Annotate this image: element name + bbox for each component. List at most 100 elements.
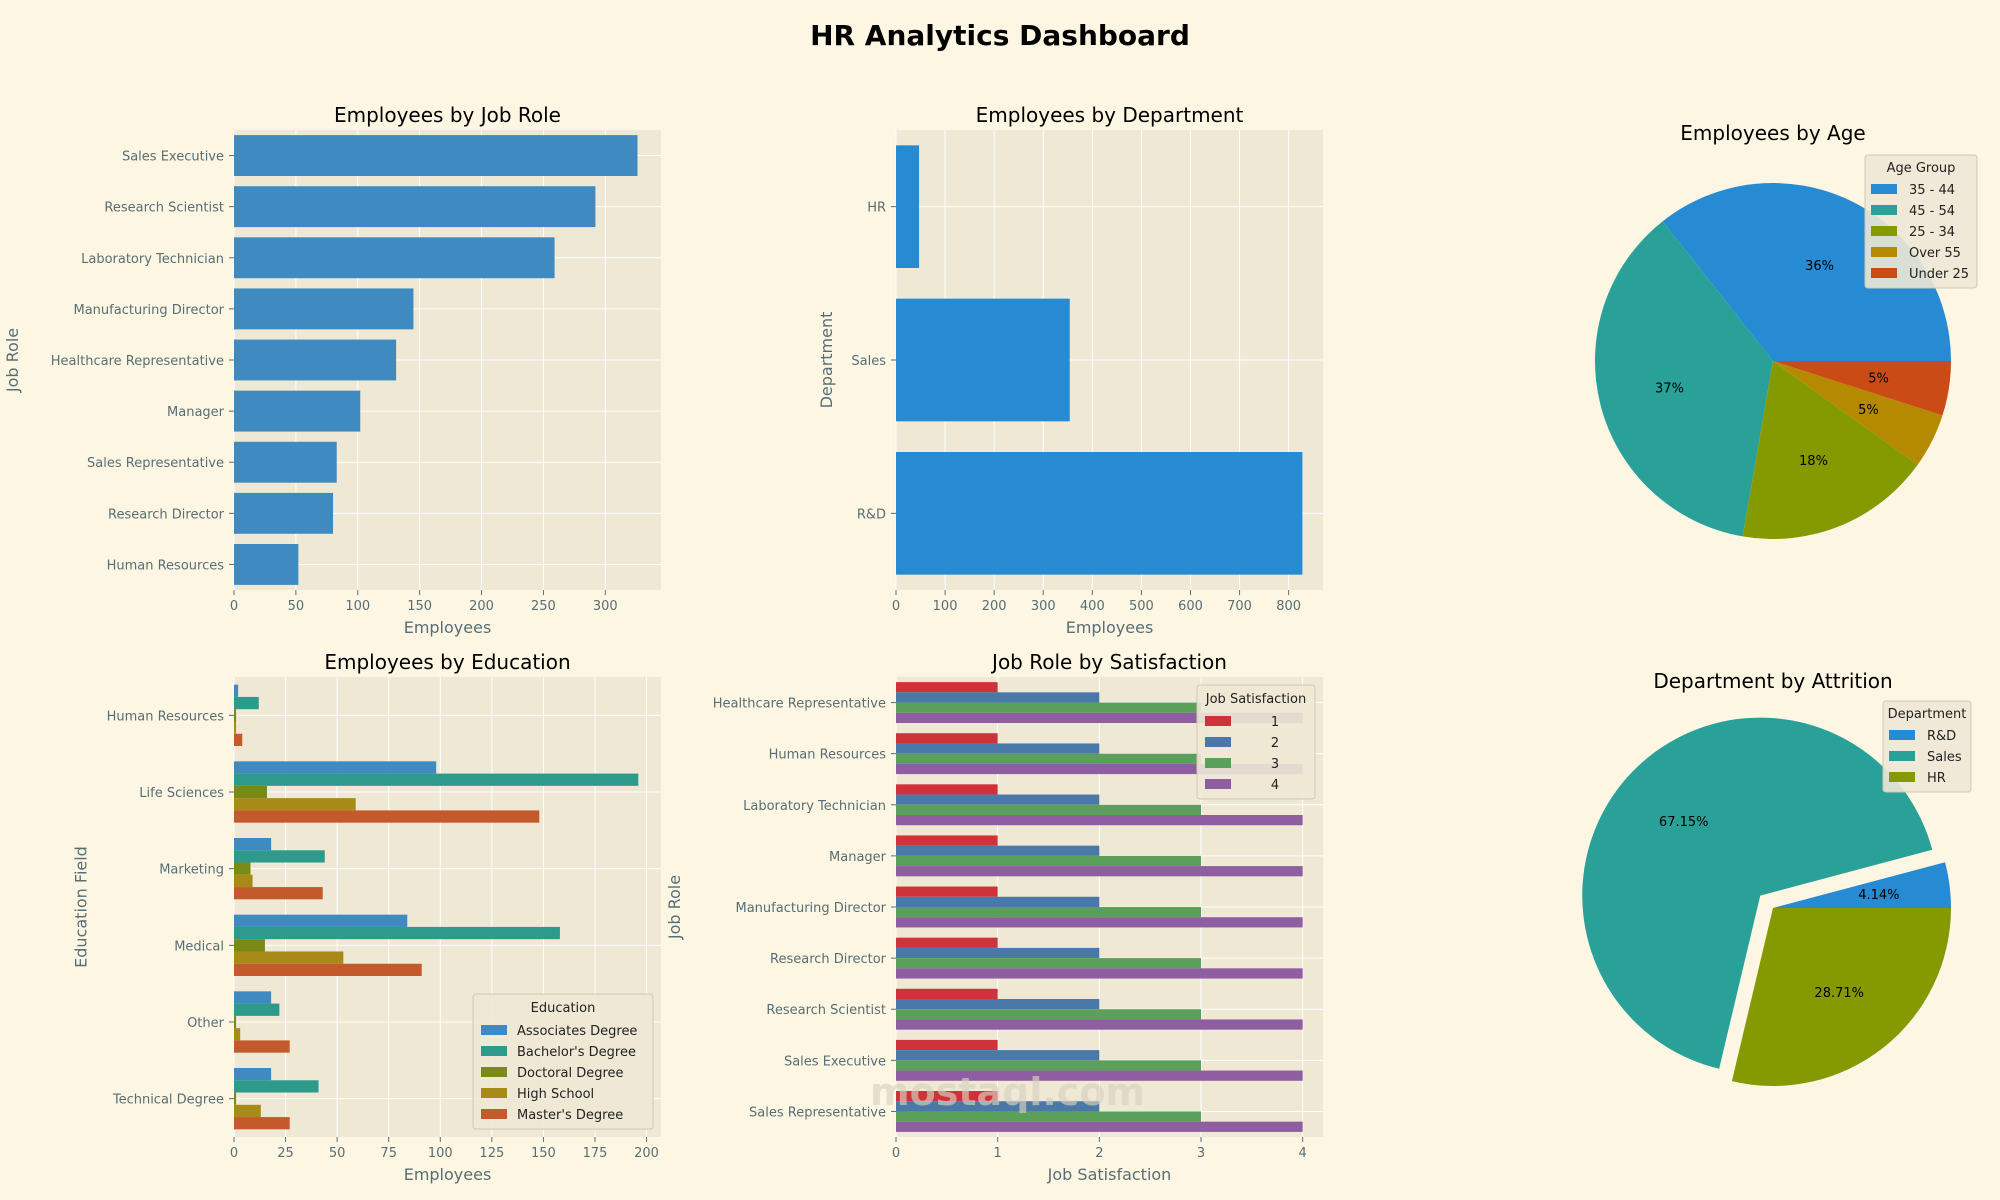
x-tick-label: 100 <box>428 1146 453 1161</box>
bar <box>234 862 251 875</box>
x-tick-label: 400 <box>1080 599 1105 614</box>
y-tick-label: Sales Executive <box>122 150 224 165</box>
x-tick-label: 0 <box>230 1146 238 1161</box>
x-tick-label: 150 <box>531 1146 556 1161</box>
bar <box>234 390 361 432</box>
y-tick-label: Manager <box>829 850 887 865</box>
pie-slice <box>1595 221 1773 537</box>
legend-swatch <box>1205 779 1231 789</box>
bar <box>234 1117 290 1130</box>
y-tick-label: Human Resources <box>107 709 225 724</box>
legend-box <box>1882 700 1972 793</box>
y-tick-label: Sales <box>851 354 886 369</box>
bar <box>896 988 998 999</box>
y-tick-label: Healthcare Representative <box>51 354 224 369</box>
legend: Education Associates Degree Bachelor's Deg… <box>472 993 654 1130</box>
legend-swatch <box>1871 247 1897 257</box>
x-tick-label: 75 <box>380 1146 397 1161</box>
y-tick-label: Laboratory Technician <box>743 799 886 814</box>
bar <box>896 1070 1303 1081</box>
bar <box>234 963 422 976</box>
bar <box>234 1080 319 1093</box>
y-tick-label: Manager <box>167 405 225 420</box>
bar <box>234 709 237 722</box>
chart-satisfaction: 0 1 2 3 4 Healthcare Representative Human Reso… <box>665 650 1323 1184</box>
bar <box>896 1009 1201 1020</box>
legend: Job Satisfaction 1 2 3 4 <box>1196 684 1316 800</box>
bar <box>234 186 596 228</box>
chart-title: Employees by Job Role <box>334 103 561 127</box>
legend-swatch <box>481 1109 507 1119</box>
pie-pct-label: 67.15% <box>1659 815 1709 830</box>
legend-swatch <box>1871 205 1897 215</box>
legend-title: Department <box>1888 707 1967 722</box>
x-tick-label: 0 <box>892 1146 900 1161</box>
bar <box>896 896 1100 907</box>
legend-swatch <box>1889 751 1915 761</box>
bar <box>896 999 1100 1010</box>
bar <box>234 1092 237 1105</box>
bar <box>234 926 560 940</box>
bar <box>234 288 414 330</box>
bar <box>896 937 998 948</box>
bar <box>896 1019 1303 1030</box>
x-axis-label: Employees <box>1066 618 1154 637</box>
y-axis-label: Job Role <box>3 328 22 393</box>
pie-slice <box>1773 862 1951 908</box>
bar <box>234 991 272 1004</box>
bar <box>896 804 1201 815</box>
y-tick-label: Research Director <box>770 952 887 967</box>
legend-label: HR <box>1927 771 1946 786</box>
pie-pct-label: 36% <box>1805 259 1834 274</box>
chart-title: Job Role by Satisfaction <box>990 650 1227 674</box>
bar <box>896 712 1303 723</box>
bar <box>234 761 437 774</box>
legend-label: 45 - 54 <box>1909 204 1955 219</box>
bar <box>234 1068 272 1081</box>
y-tick-label: Research Scientist <box>104 201 224 216</box>
x-axis-label: Employees <box>404 1165 492 1184</box>
legend: Department R&D Sales HR <box>1882 700 1972 793</box>
y-tick-label: Other <box>187 1016 225 1031</box>
legend-label: Bachelor's Degree <box>517 1045 636 1060</box>
bar <box>896 968 1303 979</box>
bar <box>234 441 337 483</box>
bar <box>896 917 1303 928</box>
chart-department: 0 100 200 300 400 500 600 700 800 HR Sales R&D Emplo… <box>817 103 1323 637</box>
bar <box>896 835 998 846</box>
bar <box>234 1003 280 1016</box>
x-tick-label: 100 <box>933 599 958 614</box>
bar <box>234 1040 290 1053</box>
bar <box>896 763 1303 775</box>
y-axis-label: Job Role <box>665 875 684 940</box>
y-tick-label: Research Scientist <box>766 1003 886 1018</box>
x-tick-label: 150 <box>407 599 432 614</box>
legend-label: Over 55 <box>1909 246 1961 261</box>
bar <box>234 939 265 952</box>
legend-label: Associates Degree <box>517 1024 637 1039</box>
legend-label: 2 <box>1271 736 1279 751</box>
legend-swatch <box>481 1025 507 1035</box>
pie-pct-label: 18% <box>1799 454 1828 469</box>
x-tick-label: 2 <box>1095 1146 1103 1161</box>
legend-label: Master's Degree <box>517 1108 623 1123</box>
y-tick-label: Human Resources <box>769 748 887 763</box>
bar <box>234 339 397 381</box>
pie-slice <box>1773 361 1943 465</box>
bar <box>896 743 1100 754</box>
bar <box>896 958 1201 969</box>
bar <box>896 452 1303 575</box>
legend-swatch <box>481 1046 507 1056</box>
bar <box>896 815 1303 826</box>
chart-title: Employees by Education <box>324 650 570 674</box>
bar <box>234 544 299 585</box>
y-tick-label: R&D <box>857 507 886 522</box>
chart-education: 0 25 50 75 100 125 150 175 200 Human Resources Lif… <box>71 650 661 1184</box>
bar <box>234 492 334 534</box>
bar <box>896 1091 998 1102</box>
pie-slice <box>1582 717 1933 1069</box>
legend-swatch <box>1205 737 1231 747</box>
y-axis-label: Department <box>817 312 836 409</box>
bar <box>234 684 239 697</box>
